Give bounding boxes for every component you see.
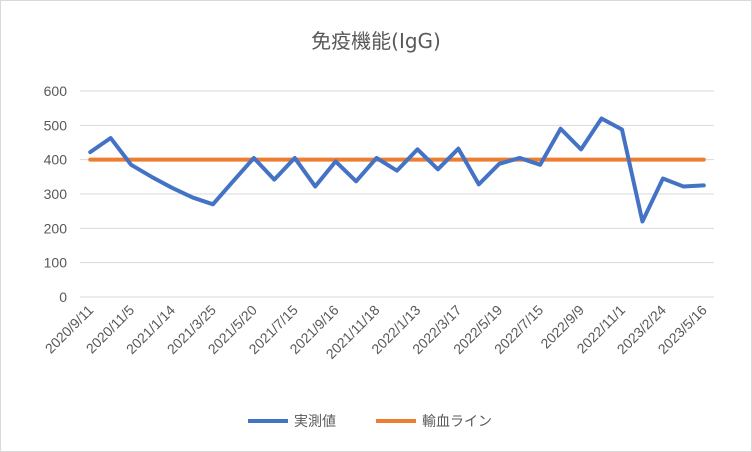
legend: 実測値 輸血ライン: [248, 414, 492, 430]
y-tick-label: 500: [44, 117, 68, 133]
gridlines: [80, 90, 714, 298]
x-axis-tick-labels: 2020/9/112020/11/52021/1/142021/3/252021…: [42, 302, 710, 362]
legend-label-actual: 実測値: [294, 414, 336, 430]
legend-label-transfusion-line: 輸血ライン: [422, 414, 492, 430]
y-tick-label: 600: [44, 83, 68, 99]
y-tick-label: 200: [44, 220, 68, 236]
y-tick-label: 0: [59, 289, 67, 305]
y-axis-tick-labels: 0 100 200 300 400 500 600: [44, 83, 68, 305]
y-tick-label: 400: [44, 152, 68, 168]
y-tick-label: 300: [44, 186, 68, 202]
chart-title: 免疫機能(IgG): [311, 29, 441, 53]
series-line-actual: [88, 116, 706, 224]
series-lines: [88, 116, 706, 224]
y-tick-label: 100: [44, 255, 68, 271]
